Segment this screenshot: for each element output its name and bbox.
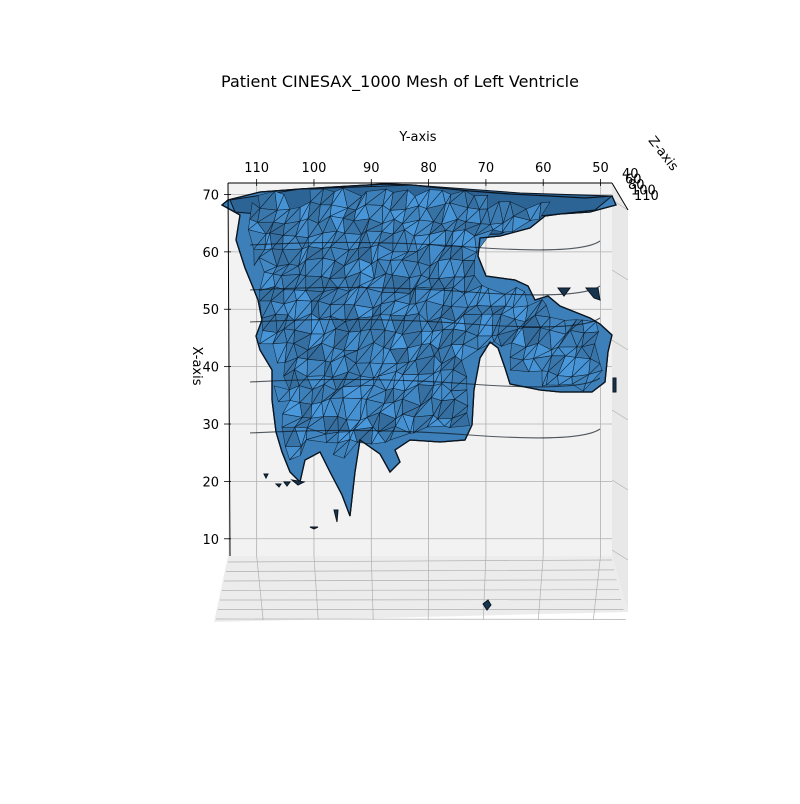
z-axis-label: Z-axis (645, 134, 681, 174)
side-pane (612, 183, 628, 612)
y-tick-label: 100 (302, 161, 327, 176)
x-tick-label: 50 (202, 303, 219, 318)
y-tick-label: 80 (420, 161, 437, 176)
y-tick-label: 110 (244, 161, 269, 176)
y-tick-label: 70 (478, 161, 495, 176)
y-axis-label: Y-axis (398, 130, 436, 145)
chart-title: Patient CINESAX_1000 Mesh of Left Ventri… (0, 72, 800, 91)
z-tick-label: 110 (634, 189, 659, 204)
x-tick-label: 30 (202, 418, 219, 433)
x-tick-label: 60 (202, 246, 219, 261)
y-tick-label: 60 (535, 161, 552, 176)
x-tick-label: 10 (202, 533, 219, 548)
x-tick-label: 20 (202, 475, 219, 490)
x-axis-label: X-axis (189, 347, 204, 386)
x-tick-label: 70 (202, 188, 219, 203)
floor-pane (214, 556, 628, 622)
mesh-fragment (613, 378, 616, 392)
y-tick-label: 90 (363, 161, 380, 176)
y-tick-label: 50 (592, 161, 609, 176)
